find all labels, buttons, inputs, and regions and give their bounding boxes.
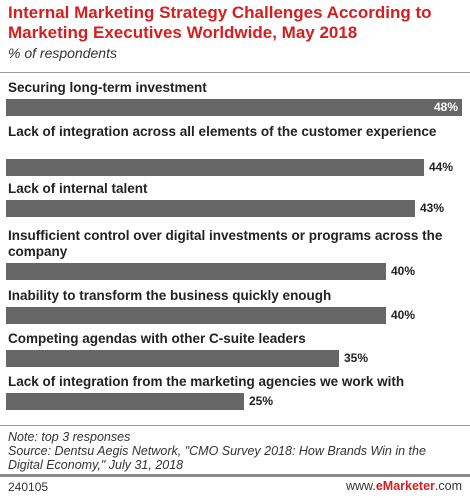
chart-note: Note: top 3 responses (8, 430, 131, 444)
value-label: 40% (391, 264, 416, 278)
value-label: 35% (344, 351, 369, 365)
bar (6, 307, 386, 324)
category-label: Lack of internal talent (8, 181, 148, 196)
footer-divider (0, 474, 470, 477)
brand-suffix: .com (434, 479, 462, 493)
category-label: Lack of integration from the marketing a… (8, 374, 405, 389)
bar (6, 263, 386, 280)
notes-divider (0, 425, 470, 426)
category-label: Competing agendas with other C-suite lea… (8, 331, 306, 346)
value-label: 25% (249, 394, 274, 408)
chart-title: Internal Marketing Strategy Challenges A… (8, 3, 432, 42)
bar (6, 159, 424, 176)
value-label: 43% (420, 201, 445, 215)
category-label: Insufficient control over digital invest… (8, 228, 443, 259)
chart-subtitle: % of respondents (8, 45, 117, 61)
category-label: Securing long-term investment (8, 80, 207, 95)
chart-id: 240105 (8, 480, 49, 494)
header-divider (0, 72, 470, 73)
chart-source: Source: Dentsu Aegis Network, "CMO Surve… (8, 444, 426, 472)
bar (6, 200, 415, 217)
bar (6, 350, 339, 367)
value-label: 44% (429, 160, 454, 174)
brand-logo: www.eMarketer.com (346, 479, 462, 493)
brand-name: eMarketer (375, 479, 435, 493)
value-label: 48% (433, 100, 458, 114)
category-label: Inability to transform the business quic… (8, 288, 332, 303)
bar (6, 99, 462, 116)
category-label: Lack of integration across all elements … (8, 124, 437, 139)
bar (6, 393, 244, 410)
brand-prefix: www. (345, 479, 376, 493)
value-label: 40% (391, 308, 416, 322)
